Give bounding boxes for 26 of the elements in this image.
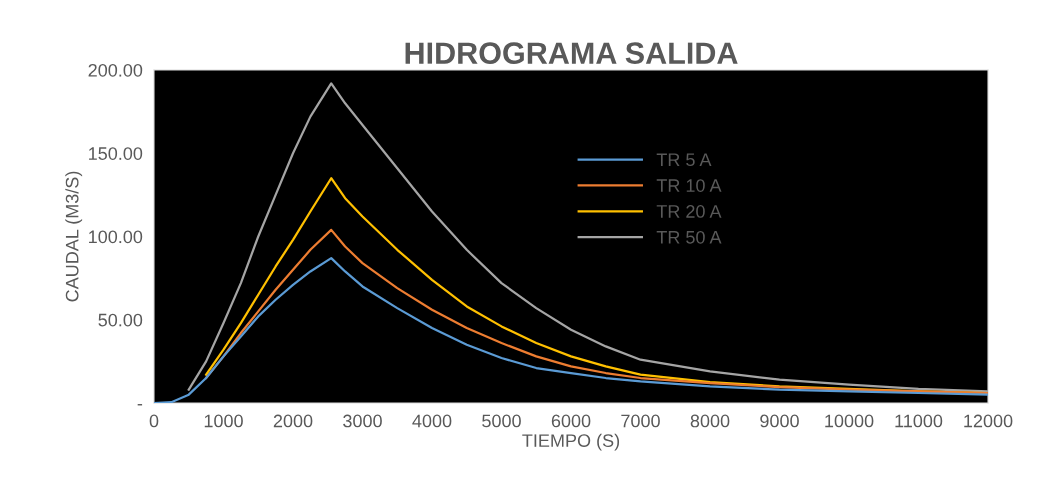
y-tick-label: - (137, 404, 143, 406)
line-series (187, 82, 988, 393)
legend-label: TR 5 A (656, 153, 712, 167)
y-tick-label: 50.00 (98, 313, 143, 327)
legend-label: TR 20 A (656, 205, 722, 218)
chart-title: HIDROGRAMA SALIDA (405, 42, 738, 64)
x-tick-label: 5000 (482, 414, 521, 428)
y-tick-label: 200.00 (88, 63, 143, 77)
x-tick-label: 4000 (412, 414, 452, 428)
legend-label: TR 50 A (656, 230, 722, 244)
x-axis-title: TIEMPO (S) (522, 433, 620, 451)
x-tick-label: 0 (149, 414, 159, 428)
x-tick-label: 9000 (760, 414, 799, 428)
x-tick-label: 1000 (204, 414, 243, 428)
x-tick-label: 3000 (343, 414, 382, 428)
x-tick-label: 7000 (621, 414, 660, 428)
x-tick-label: 6000 (551, 414, 591, 428)
legend-label: TR 10 A (656, 179, 722, 192)
x-tick-label: 8000 (690, 414, 730, 428)
x-tick-label: 2000 (273, 414, 313, 428)
y-tick-label: 150.00 (89, 147, 143, 160)
y-axis-title: CAUDAL (M3/S) (65, 171, 83, 302)
x-tick-label: 12000 (964, 414, 1013, 428)
x-tick-label: 11000 (895, 414, 943, 428)
x-tick-label: 10000 (825, 414, 874, 428)
y-tick-label: 100.00 (89, 230, 143, 244)
